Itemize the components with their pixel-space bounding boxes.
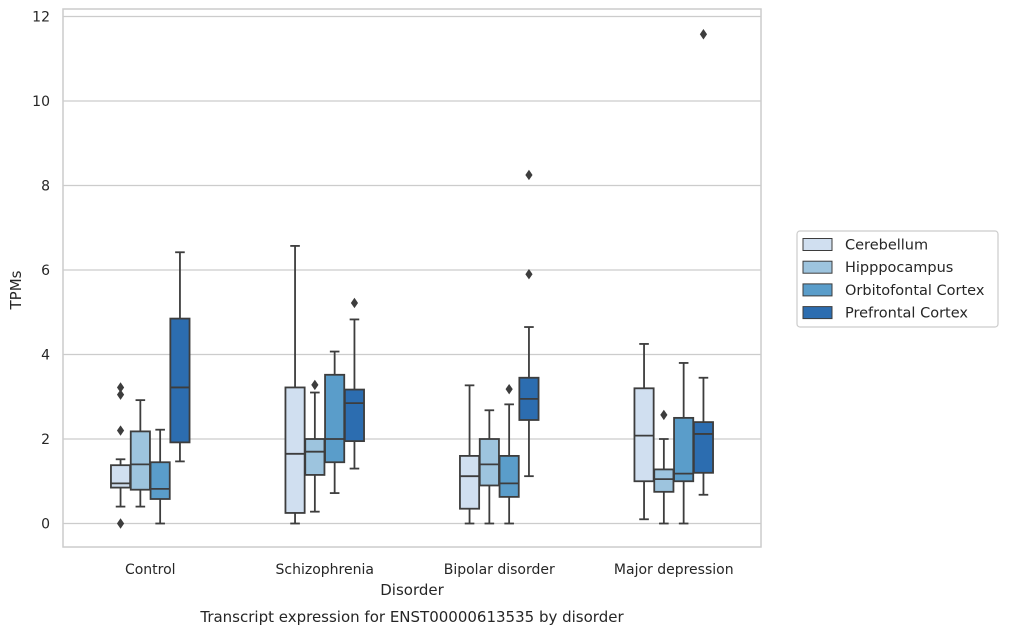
y-tick-label: 4 [41,348,50,364]
outlier-point [699,29,708,40]
box-iqr [284,386,306,514]
outlier-point [505,383,513,395]
outlier-point [350,297,359,309]
outlier-point [525,169,533,181]
legend-frame [796,230,999,328]
legend-swatch [802,283,833,297]
box-iqr [169,317,191,444]
box-iqr [653,468,675,493]
outlier-point [116,382,125,393]
outlier-point [311,379,319,391]
box-prefrontal-cortex [343,297,365,470]
box-hipppocampus [478,409,500,525]
y-tick-label: 8 [41,179,50,195]
box-iqr [459,454,481,510]
outlier-point [525,269,533,280]
legend: Cerebellum Hipppocampus Orbitofontal Corte… [796,230,999,328]
legend-swatch [802,260,833,274]
y-axis-label: TPMs [7,270,25,310]
box-groups [110,29,714,529]
legend-label: Hipppocampus [845,260,953,276]
legend-item: Cerebellum [802,238,928,254]
y-tick-label: 2 [41,432,50,448]
y-tick-label: 12 [32,10,50,26]
box-cerebellum [110,382,132,529]
x-tick-label: Bipolar disorder [444,562,555,578]
legend-label: Orbitofontal Cortex [845,283,985,299]
box-iqr [498,454,520,498]
x-tick-labels: Control Schizophrenia Bipolar disorder Majo… [125,562,734,578]
box-iqr [149,461,171,500]
box-group-bipolar-disorder [459,169,540,525]
legend-swatch [802,306,833,320]
x-tick-label: Control [125,562,176,578]
y-tick-labels: 0 2 4 6 8 10 12 [32,10,50,533]
box-hipppocampus [304,379,326,513]
gridlines [63,15,761,525]
x-axis-label: Disorder [380,581,444,599]
x-tick-label: Major depression [614,562,734,578]
legend-item: Hipppocampus [802,260,953,276]
x-tick-label: Schizophrenia [276,562,374,578]
box-group-schizophrenia [284,245,365,525]
box-iqr [343,388,365,443]
outlier-point [660,409,668,421]
box-orbitofontal-cortex [673,362,695,525]
legend-item: Prefrontal Cortex [802,306,968,322]
box-iqr [478,438,500,487]
box-hipppocampus [129,399,151,508]
y-tick-label: 0 [41,517,50,533]
legend-label: Prefrontal Cortex [845,306,968,322]
box-iqr [129,430,151,491]
box-cerebellum [459,384,481,525]
box-group-major-depression [633,29,714,525]
box-group-control [110,251,191,529]
box-iqr [324,373,346,464]
legend-label: Cerebellum [845,238,928,254]
legend-swatch [802,238,833,251]
box-orbitofontal-cortex [149,428,171,525]
box-cerebellum [633,343,655,521]
box-iqr [304,438,326,476]
plot-area-frame [62,8,762,548]
box-iqr [673,416,695,483]
outlier-point [116,389,125,400]
box-prefrontal-cortex [518,169,540,478]
y-tick-label: 10 [32,94,50,110]
box-iqr [692,421,714,474]
outlier-point [116,518,125,529]
box-cerebellum [284,245,306,525]
box-prefrontal-cortex [692,29,714,496]
box-orbitofontal-cortex [324,350,346,494]
y-tick-label: 6 [41,263,50,279]
box-prefrontal-cortex [169,251,191,463]
box-orbitofontal-cortex [498,383,520,525]
outlier-point [116,425,125,436]
legend-item: Orbitofontal Cortex [802,283,985,299]
chart-caption: Transcript expression for ENST0000061353… [199,608,624,626]
box-hipppocampus [653,409,675,525]
